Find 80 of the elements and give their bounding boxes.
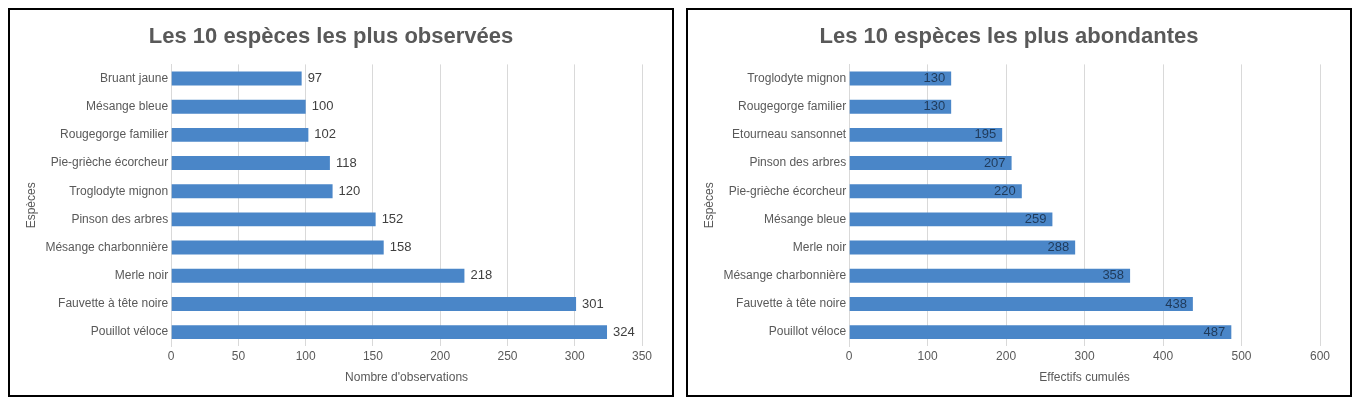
data-label: 118 (335, 154, 357, 170)
x-tick-label: 50 (231, 348, 246, 363)
data-label: 120 (338, 182, 361, 198)
x-axis-title: Nombre d'observations (345, 370, 469, 385)
chart-title: Les 10 espèces les plus observées (148, 23, 514, 49)
x-tick-label: 250 (497, 348, 518, 363)
bar (171, 127, 309, 142)
data-label: 438 (1165, 295, 1187, 311)
data-label: 207 (983, 154, 1006, 170)
bar (849, 212, 1053, 227)
bar (171, 212, 376, 227)
data-label: 220 (994, 182, 1016, 198)
data-label: 102 (314, 126, 337, 142)
bar (849, 268, 1131, 283)
y-tick-label: Fauvette à tête noire (736, 296, 847, 311)
data-label: 487 (1203, 323, 1226, 339)
x-tick-label: 350 (631, 348, 653, 363)
y-tick-label: Bruant jaune (100, 70, 169, 85)
x-tick-label: 200 (430, 348, 451, 363)
x-tick-label: 600 (1309, 348, 1331, 363)
data-label: 301 (582, 295, 604, 311)
data-label: 259 (1024, 210, 1047, 226)
bar (171, 325, 608, 340)
y-tick-label: Troglodyte mignon (747, 70, 847, 85)
y-tick-label: Rougegorge familier (60, 127, 169, 142)
chart-title: Les 10 espèces les plus abondantes (819, 23, 1199, 49)
bar (171, 184, 333, 199)
y-tick-label: Pinson des arbres (749, 155, 847, 170)
bar (849, 296, 1193, 311)
y-tick-label: Pouillot véloce (90, 324, 169, 339)
bar (171, 156, 330, 171)
data-label: 130 (923, 70, 946, 86)
bar (171, 268, 465, 283)
bar (849, 240, 1076, 255)
data-label: 218 (470, 267, 493, 283)
data-label: 97 (307, 70, 323, 86)
y-tick-label: Mésange charbonnière (45, 239, 169, 254)
y-axis-title: Espèces (701, 182, 716, 229)
bar (849, 184, 1022, 199)
y-tick-label: Rougegorge familier (738, 98, 847, 113)
x-tick-label: 100 (295, 348, 317, 363)
bar (849, 325, 1232, 340)
y-tick-label: Pouillot véloce (768, 324, 847, 339)
y-tick-label: Mésange bleue (86, 98, 169, 113)
data-label: 324 (613, 323, 635, 339)
y-axis-title: Espèces (23, 182, 38, 229)
y-tick-label: Etourneau sansonnet (732, 127, 847, 142)
x-tick-label: 400 (1153, 348, 1174, 363)
y-tick-label: Pie-grièche écorcheur (728, 183, 847, 198)
y-tick-label: Mésange charbonnière (723, 268, 847, 283)
data-label: 130 (923, 98, 946, 114)
data-label: 195 (974, 126, 997, 142)
bar (849, 156, 1012, 171)
x-tick-label: 0 (167, 348, 175, 363)
x-tick-label: 100 (917, 348, 938, 363)
bar (171, 296, 577, 311)
y-tick-label: Merle noir (114, 268, 169, 283)
x-tick-label: 300 (1074, 348, 1095, 363)
x-tick-label: 200 (996, 348, 1017, 363)
data-label: 152 (381, 210, 404, 226)
bar (849, 99, 952, 114)
x-tick-label: 300 (564, 348, 586, 363)
data-label: 100 (311, 98, 334, 114)
bar (171, 71, 302, 86)
bar (849, 127, 1003, 142)
x-tick-label: 0 (845, 348, 853, 363)
bar (171, 99, 306, 114)
y-tick-label: Merle noir (792, 239, 847, 254)
y-tick-label: Fauvette à tête noire (58, 296, 169, 311)
data-label: 158 (389, 239, 412, 255)
y-tick-label: Pinson des arbres (71, 211, 169, 226)
data-label: 288 (1047, 239, 1070, 255)
x-tick-label: 500 (1231, 348, 1252, 363)
y-tick-label: Mésange bleue (764, 211, 847, 226)
bar (171, 240, 384, 255)
x-tick-label: 150 (362, 348, 384, 363)
data-label: 358 (1102, 267, 1125, 283)
y-tick-label: Pie-grièche écorcheur (50, 155, 169, 170)
x-axis-title: Effectifs cumulés (1039, 370, 1130, 385)
y-tick-label: Troglodyte mignon (69, 183, 169, 198)
